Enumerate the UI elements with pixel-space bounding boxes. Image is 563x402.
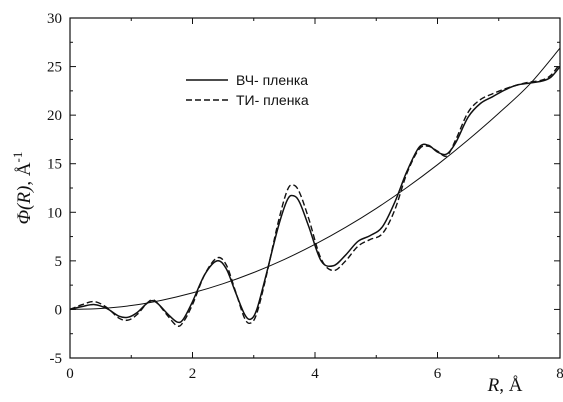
x-tick-label: 6 — [434, 366, 442, 382]
y-tick-label: 30 — [47, 11, 62, 27]
series-ti-film — [70, 63, 560, 327]
y-tick-label: 5 — [55, 254, 63, 270]
y-tick-label: -5 — [50, 351, 63, 367]
series-rf-film — [70, 66, 560, 324]
axis-titles: R, Å Φ(R), Å-1 — [10, 152, 523, 396]
x-tick-label: 0 — [66, 366, 74, 382]
plot-lines — [70, 47, 560, 327]
y-tick-label: 10 — [47, 205, 62, 221]
y-axis-title: Φ(R), Å-1 — [10, 152, 35, 225]
series-baseline-curve — [70, 47, 560, 310]
legend-label: ВЧ- пленка — [236, 72, 308, 88]
x-axis-title: R, Å — [487, 375, 523, 396]
y-tick-label: 0 — [55, 302, 63, 318]
legend-label: ТИ- пленка — [236, 92, 309, 108]
y-tick-label: 25 — [47, 60, 62, 76]
legend: ВЧ- пленка ТИ- пленка — [186, 72, 309, 108]
x-tick-label: 4 — [311, 366, 319, 382]
y-tick-label: 20 — [47, 108, 62, 124]
x-tick-label: 8 — [556, 366, 563, 382]
x-tick-label: 2 — [189, 366, 197, 382]
y-tick-label: 15 — [47, 157, 62, 173]
